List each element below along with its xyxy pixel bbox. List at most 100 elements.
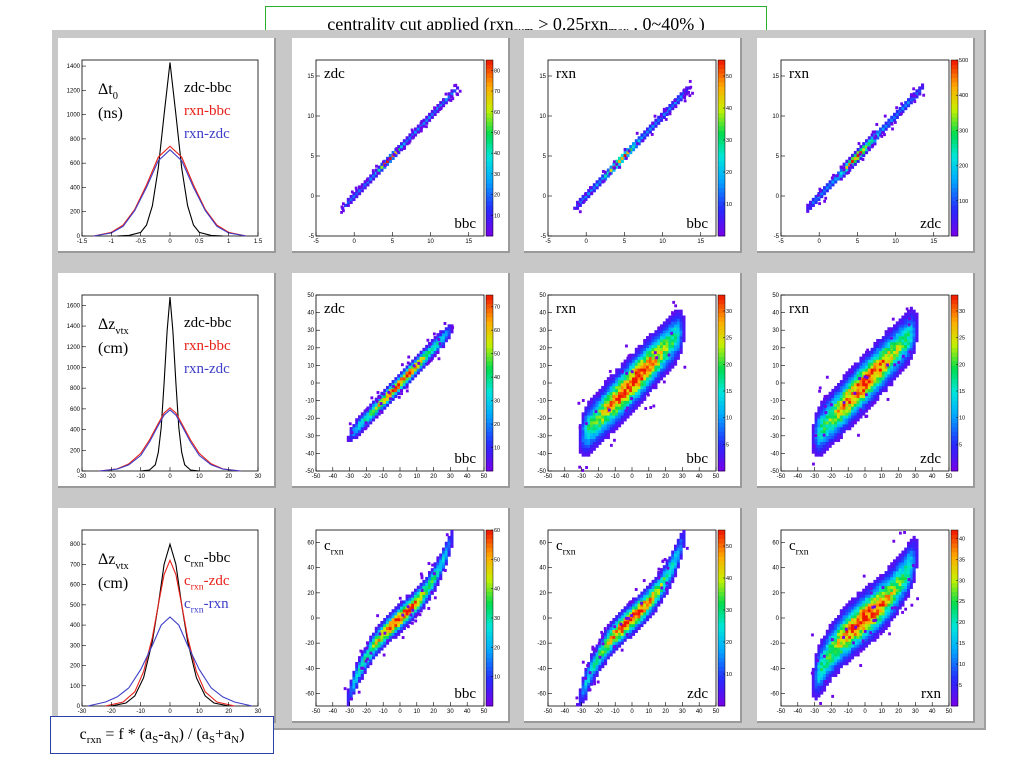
heatmap-cell bbox=[812, 444, 816, 448]
color-scale-segment bbox=[951, 618, 958, 623]
heatmap-cell bbox=[912, 92, 916, 96]
heatmap-cell bbox=[679, 344, 683, 349]
heatmap-cell bbox=[581, 421, 585, 425]
heatmap-cell bbox=[391, 156, 395, 161]
heatmap-cell bbox=[908, 317, 912, 321]
heatmap-cell bbox=[898, 371, 902, 375]
heatmap-cell bbox=[907, 104, 911, 108]
heatmap-cell bbox=[346, 694, 350, 698]
heatmap-cell bbox=[674, 359, 678, 363]
heatmap-cell bbox=[400, 385, 404, 390]
heatmap-cell bbox=[893, 600, 897, 604]
color-scale-tick-label: 200 bbox=[959, 164, 968, 170]
heatmap-cell bbox=[884, 353, 888, 357]
color-scale-segment bbox=[951, 196, 958, 202]
heatmap-cell bbox=[595, 415, 599, 419]
heatmap-cell bbox=[359, 649, 363, 653]
heatmap-cell bbox=[853, 632, 857, 636]
x-tick-label: 30 bbox=[679, 709, 686, 715]
color-scale-tick-label: 5 bbox=[959, 683, 962, 689]
heatmap-cell bbox=[657, 567, 661, 571]
heatmap-cell bbox=[856, 635, 860, 639]
heatmap-cell bbox=[648, 347, 652, 352]
heatmap-cell bbox=[370, 396, 374, 400]
x-tick-label: 0 bbox=[863, 709, 867, 715]
color-scale-segment bbox=[718, 325, 725, 331]
heatmap-cell bbox=[671, 559, 675, 563]
heatmap-cell bbox=[884, 124, 888, 128]
heatmap-cell bbox=[590, 673, 594, 677]
heatmap-cell bbox=[853, 150, 857, 155]
heatmap-cell bbox=[859, 591, 863, 595]
color-scale-segment bbox=[951, 547, 958, 553]
heatmap-cell bbox=[665, 106, 669, 111]
heatmap-cell bbox=[879, 597, 883, 601]
heatmap-cell bbox=[806, 203, 810, 207]
heatmap-cell bbox=[851, 609, 855, 613]
heatmap-cell bbox=[883, 114, 887, 118]
heatmap-cell bbox=[414, 603, 418, 607]
heatmap-cell bbox=[679, 312, 683, 316]
legend-entry-3: crxn-rxn bbox=[184, 596, 229, 616]
heatmap-cell bbox=[876, 377, 880, 381]
heatmap-cell bbox=[640, 350, 644, 354]
heatmap-cell bbox=[422, 591, 426, 595]
heatmap-cell bbox=[881, 344, 885, 349]
heatmap-cells bbox=[806, 83, 926, 213]
y-tick-label: 800 bbox=[70, 137, 81, 143]
heatmap-cell bbox=[369, 653, 373, 657]
heatmap-cell bbox=[853, 615, 857, 619]
heatmap-cell bbox=[884, 609, 888, 613]
heatmap-cell bbox=[629, 391, 633, 396]
heatmap-cell bbox=[640, 615, 644, 619]
heatmap-cell bbox=[901, 104, 905, 108]
heatmap-cell bbox=[592, 670, 596, 675]
heatmap-cell bbox=[866, 348, 870, 352]
heatmap-cell bbox=[383, 400, 387, 404]
color-scale-tick-label: 10 bbox=[959, 416, 965, 422]
heatmap-cell bbox=[374, 644, 378, 648]
color-scale-segment bbox=[718, 139, 725, 144]
heatmap-cell bbox=[825, 447, 829, 451]
color-scale-segment bbox=[718, 126, 725, 131]
color-scale-tick-label: 25 bbox=[959, 336, 965, 342]
heatmap-cell bbox=[820, 664, 824, 669]
heatmap-cell bbox=[584, 673, 588, 677]
heatmap-cell bbox=[859, 612, 863, 616]
heatmap-cell bbox=[668, 106, 672, 111]
heatmap-cell bbox=[859, 606, 863, 610]
heatmap-cell bbox=[887, 588, 891, 592]
heatmap-cell bbox=[595, 412, 599, 416]
heatmap-cell bbox=[386, 159, 390, 163]
heatmap-cell bbox=[912, 538, 916, 543]
color-scale-segment bbox=[486, 68, 493, 74]
heatmap-cell bbox=[839, 629, 843, 633]
heatmap-cell bbox=[405, 597, 409, 601]
heatmap-cell bbox=[834, 174, 838, 178]
heatmap-cell bbox=[814, 694, 818, 698]
heatmap-cell bbox=[346, 700, 350, 704]
heatmap-cell bbox=[867, 136, 871, 140]
heatmap-cell bbox=[369, 418, 373, 422]
heatmap-cell bbox=[590, 441, 594, 445]
heatmap-cell bbox=[848, 374, 852, 378]
heatmap-cell bbox=[856, 374, 860, 378]
heatmap-cell bbox=[863, 629, 867, 633]
heatmap-cell bbox=[654, 582, 658, 587]
heatmap-cell bbox=[893, 591, 897, 595]
heatmap-cell bbox=[823, 688, 827, 692]
heatmap-cell bbox=[901, 565, 905, 569]
heatmap-cell bbox=[587, 435, 591, 440]
heatmap-cell bbox=[674, 571, 678, 575]
heatmap-cell bbox=[848, 383, 852, 387]
heatmap-cell bbox=[668, 562, 672, 566]
heatmap-cell bbox=[615, 368, 619, 372]
heatmap-cell bbox=[853, 420, 857, 424]
heatmap-cell bbox=[904, 547, 908, 551]
heatmap-cell bbox=[828, 667, 832, 672]
heatmap-cell bbox=[427, 606, 431, 610]
heatmap-cell bbox=[449, 99, 453, 102]
heatmap-cell bbox=[856, 653, 860, 657]
heatmap-cell bbox=[912, 347, 916, 352]
heatmap-cell bbox=[907, 336, 911, 340]
